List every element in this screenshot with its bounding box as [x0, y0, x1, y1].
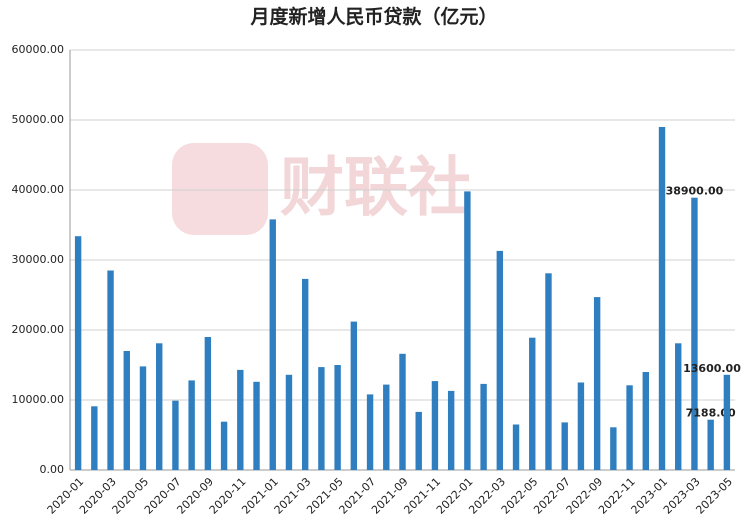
bar — [707, 419, 714, 470]
bar — [642, 372, 649, 470]
bar — [301, 278, 309, 470]
y-tick-label: 50000.00 — [12, 113, 65, 126]
value-label: 7188.00 — [686, 407, 736, 420]
y-tick-label: 0.00 — [40, 463, 65, 476]
bar — [220, 421, 228, 470]
bar — [285, 374, 293, 470]
bar — [399, 353, 406, 470]
watermark: 财联社 — [280, 152, 472, 226]
y-tick-label: 30000.00 — [12, 253, 65, 266]
bar — [204, 337, 212, 470]
bar — [123, 351, 130, 470]
y-tick-label: 60000.00 — [12, 43, 65, 56]
bar — [383, 384, 390, 470]
bar — [723, 374, 731, 470]
bar — [318, 367, 325, 470]
watermark-logo — [172, 143, 268, 235]
bar — [512, 424, 520, 470]
bar — [74, 236, 82, 470]
bar — [610, 427, 617, 470]
bar — [496, 250, 504, 470]
bar — [691, 197, 698, 470]
bar — [626, 385, 633, 470]
chart-title: 月度新增人民币贷款（亿元） — [249, 5, 497, 28]
bar — [431, 381, 439, 470]
y-tick-label: 40000.00 — [12, 183, 65, 196]
bar — [334, 365, 341, 470]
bar — [253, 381, 260, 470]
bar — [237, 369, 244, 470]
y-tick-label: 10000.00 — [12, 393, 65, 406]
bar — [415, 411, 422, 470]
bar — [464, 191, 471, 470]
bar — [561, 422, 568, 470]
bar — [269, 219, 276, 470]
value-label: 38900.00 — [666, 185, 724, 198]
bar — [529, 337, 536, 470]
y-tick-label: 20000.00 — [12, 323, 65, 336]
bar — [172, 400, 179, 470]
bar — [675, 343, 682, 470]
bar — [107, 270, 114, 470]
bar — [139, 366, 147, 470]
value-label: 13600.00 — [683, 362, 741, 375]
bar — [188, 380, 195, 470]
bar — [91, 406, 98, 470]
bar — [658, 127, 666, 470]
bar — [156, 343, 163, 470]
bar — [577, 382, 585, 470]
bar — [480, 383, 487, 470]
bar — [447, 390, 455, 470]
bar — [593, 297, 601, 470]
bar — [350, 321, 358, 470]
bar — [366, 394, 374, 470]
bar — [545, 273, 552, 470]
